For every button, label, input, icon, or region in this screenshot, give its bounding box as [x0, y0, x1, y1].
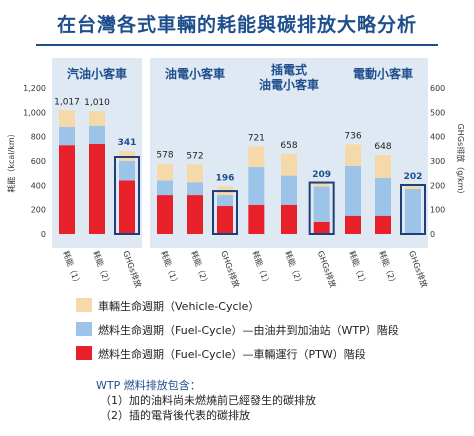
bar-value-label: 578 — [156, 151, 173, 161]
bar-segment-ptw — [89, 143, 105, 234]
notes-title: WTP 燃料排放包含： — [96, 379, 201, 392]
bar-segment-vehicle — [313, 183, 330, 187]
bar-segment-wtp — [281, 175, 297, 205]
group-title: 油電小客車 — [259, 77, 319, 92]
bar-segment-vehicle — [89, 111, 105, 126]
bar-value-label: 209 — [312, 170, 331, 180]
group-title: 插電式 — [271, 62, 307, 77]
bar-category-label: GHGs排放 — [316, 249, 339, 289]
group-title: 汽油小客車 — [67, 66, 127, 81]
notes-item-1: （1）加的油料尚未燃燒前已經發生的碳排放 — [100, 394, 316, 407]
bar-segment-ptw — [217, 206, 233, 234]
bar-segment-ptw — [187, 195, 203, 234]
bar-value-label: 721 — [248, 133, 265, 143]
bar-segment-ptw — [59, 145, 75, 234]
right-axis-tick-label: 0 — [430, 230, 435, 239]
legend-label-ptw: 燃料生命週期（Fuel-Cycle）—車輛運行（PTW）階段 — [98, 348, 366, 361]
bar-category-label: 耗能（2） — [283, 249, 305, 287]
legend-swatch-wtp — [76, 322, 92, 336]
bar-segment-wtp — [89, 125, 105, 144]
bar-value-label: 736 — [344, 131, 361, 141]
bar-value-label: 1,017 — [54, 97, 80, 107]
legend-label-vehicle: 車輛生命週期（Vehicle-Cycle） — [98, 300, 260, 313]
group-title: 電動小客車 — [353, 66, 413, 81]
bar-value-label: 572 — [186, 151, 203, 161]
right-axis-title: GHGs排放（g/km） — [456, 124, 466, 199]
right-axis-tick-label: 500 — [430, 108, 445, 117]
chart-title: 在台灣各式車輛的耗能與碳排放大略分析 — [56, 14, 417, 36]
right-axis-tick-label: 200 — [430, 181, 445, 190]
bar-segment-vehicle — [345, 144, 361, 166]
bar-category-label: 耗能（2） — [91, 249, 113, 287]
right-axis-tick-label: 600 — [430, 84, 445, 93]
bar-segment-vehicle — [157, 163, 173, 181]
bar-category-label: 耗能（1） — [61, 249, 83, 287]
bar-value-label: 648 — [374, 142, 391, 152]
bar-value-label: 202 — [404, 172, 423, 182]
stacked-bar-chart: 汽油小客車 油電小客車 插電式油電小客車電動小客車02004006008001,00… — [6, 58, 466, 289]
bar-segment-wtp — [313, 186, 330, 222]
bar-category-label: 耗能（1） — [250, 249, 272, 287]
bar-category-label: 耗能（1） — [347, 249, 369, 287]
highlight-frame — [400, 183, 426, 236]
right-axis-tick-label: 100 — [430, 206, 445, 215]
bar-segment-wtp — [119, 161, 135, 181]
bar-category-label: 耗能（1） — [159, 249, 181, 287]
notes-item-2: （2）插的電背後代表的碳排放 — [100, 409, 250, 422]
left-axis-tick-label: 800 — [31, 133, 46, 142]
bar-category-label: GHGs排放 — [219, 249, 242, 289]
bar-segment-ptw — [345, 215, 361, 234]
left-axis-tick-label: 400 — [31, 181, 46, 190]
legend-swatch-vehicle — [76, 298, 92, 312]
bar-segment-vehicle — [375, 155, 391, 179]
bar-value-label: 658 — [280, 141, 297, 151]
bar-value-label: 196 — [216, 173, 235, 183]
left-axis-tick-label: 1,200 — [23, 84, 46, 93]
bar-segment-wtp — [248, 167, 265, 205]
legend-swatch-ptw — [76, 346, 92, 360]
left-axis-tick-label: 1,000 — [23, 108, 46, 117]
bar-segment-ptw — [119, 180, 135, 234]
bar-segment-ptw — [157, 195, 173, 234]
left-axis-tick-label: 600 — [31, 157, 46, 166]
bar-segment-vehicle — [281, 153, 297, 176]
highlight-frame — [212, 190, 238, 235]
bar-category-label: 耗能（2） — [377, 249, 399, 287]
bar-segment-ptw — [248, 204, 265, 234]
group-title: 油電小客車 — [165, 66, 225, 81]
right-axis-tick-label: 300 — [430, 157, 445, 166]
bar-segment-vehicle — [187, 164, 203, 183]
left-axis-title: 耗能（kcal/km） — [6, 129, 16, 192]
bar-segment-ptw — [313, 221, 330, 234]
bar-segment-wtp — [59, 126, 75, 146]
highlight-frame — [308, 181, 335, 236]
left-axis-tick-label: 200 — [31, 206, 46, 215]
bar-segment-ptw — [281, 204, 297, 234]
title-divider — [36, 44, 438, 46]
highlight-frame — [114, 156, 140, 235]
legend-label-wtp: 燃料生命週期（Fuel-Cycle）—由油井到加油站（WTP）階段 — [98, 324, 399, 337]
bar-segment-wtp — [405, 188, 421, 234]
bar-segment-wtp — [187, 182, 203, 196]
bar-segment-wtp — [345, 165, 361, 216]
bar-value-label: 1,010 — [84, 98, 110, 108]
bar-category-label: GHGs排放 — [121, 249, 144, 289]
bar-segment-vehicle — [59, 110, 75, 127]
bar-category-label: GHGs排放 — [407, 249, 430, 289]
bar-segment-wtp — [375, 178, 391, 216]
bar-segment-wtp — [217, 195, 233, 207]
right-axis-tick-label: 400 — [430, 133, 445, 142]
bar-segment-ptw — [375, 215, 391, 234]
left-axis-tick-label: 0 — [41, 230, 46, 239]
bar-value-label: 341 — [118, 138, 137, 148]
bar-category-label: 耗能（2） — [189, 249, 211, 287]
bar-segment-wtp — [157, 180, 173, 196]
bar-segment-vehicle — [248, 146, 265, 168]
bar-segment-vehicle — [405, 184, 421, 189]
